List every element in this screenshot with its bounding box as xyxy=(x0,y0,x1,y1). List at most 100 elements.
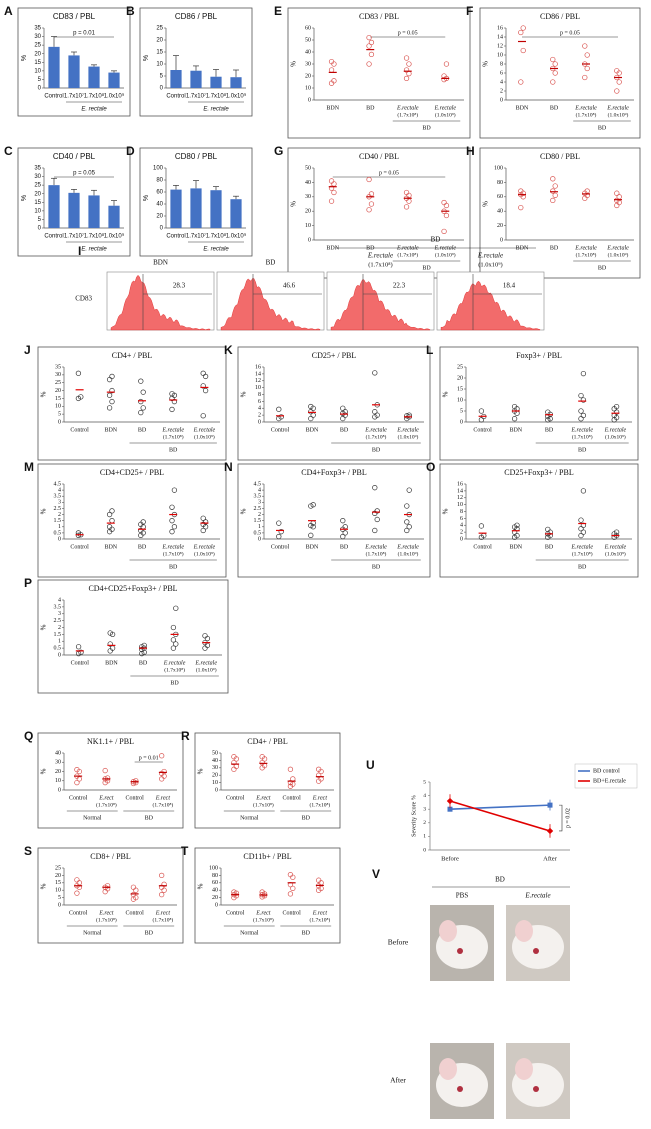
bar xyxy=(88,195,100,228)
data-point xyxy=(372,485,378,491)
panel-letter: Q xyxy=(24,729,33,743)
bar xyxy=(108,205,120,228)
x-tick-label: E.rect xyxy=(98,795,114,801)
data-point xyxy=(74,767,80,773)
data-point xyxy=(202,373,209,380)
data-point xyxy=(171,524,178,530)
panel-frame xyxy=(287,7,471,139)
data-point xyxy=(580,370,587,377)
y-axis-label: % xyxy=(240,508,248,514)
y-tick-label: 0 xyxy=(258,419,261,425)
x-tick-label: BD xyxy=(340,544,349,550)
panel-letter: L xyxy=(426,343,433,357)
y-axis-label: % xyxy=(21,195,28,201)
y-tick-label: 2 xyxy=(258,413,261,419)
y-tick-label: 1.5 xyxy=(54,518,62,524)
y-axis-label: % xyxy=(40,883,48,889)
y-tick-label: 0 xyxy=(460,536,463,542)
y-tick-label: 25 xyxy=(457,364,463,370)
y-tick-label: 50 xyxy=(212,750,218,756)
group-label: BD xyxy=(372,564,381,570)
y-tick-label: 20 xyxy=(457,375,463,381)
data-point xyxy=(578,526,584,532)
data-point xyxy=(109,398,115,405)
panel-frame xyxy=(439,463,639,578)
x-tick-label: Control xyxy=(69,795,88,801)
data-point xyxy=(133,778,139,784)
y-tick-label: 100 xyxy=(209,865,218,871)
dose-label: (1.7x10⁸) xyxy=(96,916,117,923)
data-point xyxy=(107,648,113,654)
y-tick-label: 4.5 xyxy=(54,481,62,487)
data-point xyxy=(403,55,410,61)
group-label: BD xyxy=(302,930,311,936)
bar xyxy=(170,189,182,228)
panel-title: CD4+ / PBL xyxy=(112,351,153,360)
data-point xyxy=(204,635,211,642)
y-tick-label: 80 xyxy=(156,178,163,184)
y-tick-label: 30 xyxy=(34,34,41,40)
data-point xyxy=(202,519,209,525)
group-label: BD xyxy=(578,564,587,570)
group-label: BD xyxy=(422,265,431,271)
data-point xyxy=(173,641,179,647)
row-label: After xyxy=(390,1076,406,1085)
data-point xyxy=(368,201,375,207)
y-axis-label: % xyxy=(442,508,450,514)
data-point xyxy=(443,202,450,209)
data-point xyxy=(520,25,526,31)
bar xyxy=(210,190,222,228)
x-tick-label: Control xyxy=(282,795,301,801)
data-point xyxy=(547,802,553,808)
group-label: Normal xyxy=(83,930,102,936)
y-tick-label: 100 xyxy=(494,165,503,171)
y-axis-label: % xyxy=(240,391,248,397)
dose-label: (1.7x10⁸) xyxy=(153,916,174,923)
x-tick-label: E.rect xyxy=(312,910,328,916)
panel-letter: P xyxy=(24,576,32,590)
sample-label: BD xyxy=(266,259,276,267)
panel-title: CD25+ / PBL xyxy=(312,351,357,360)
group-label: BD xyxy=(145,930,154,936)
dose-label: (1.0x10⁹) xyxy=(435,251,456,258)
y-tick-label: 14 xyxy=(457,488,463,494)
y-tick-label: 16 xyxy=(497,25,503,31)
y-tick-label: 1 xyxy=(258,524,261,530)
x-tick-label: BDN xyxy=(104,427,117,433)
data-point xyxy=(443,61,450,67)
panel-letter: C xyxy=(4,144,13,158)
series-line xyxy=(449,804,551,810)
y-tick-label: 10 xyxy=(305,223,311,229)
data-point xyxy=(308,409,314,415)
x-tick-label: E.rectale xyxy=(570,544,593,550)
y-tick-label: 40 xyxy=(212,888,218,894)
data-point xyxy=(374,508,380,514)
data-point xyxy=(75,644,82,650)
x-tick-label: 1.7x10⁷ xyxy=(186,233,206,240)
panel-letter: N xyxy=(224,460,233,474)
x-tick-label: E.rectale xyxy=(161,427,184,433)
dose-label: (1.7x10⁸) xyxy=(397,111,418,118)
panel-letter: I xyxy=(78,244,81,258)
y-tick-label: 2 xyxy=(460,530,463,536)
data-point xyxy=(403,204,410,210)
data-point xyxy=(366,34,372,41)
x-tick-label: E.rectale xyxy=(396,427,419,433)
dose-label: (1.0x10⁹) xyxy=(398,433,419,440)
dose-label: (1.0x10⁹) xyxy=(605,550,626,557)
y-tick-label: 20 xyxy=(497,223,503,229)
column-label: PBS xyxy=(456,892,469,900)
data-point xyxy=(578,517,584,523)
sample-label: E.rectale xyxy=(477,252,503,260)
data-point xyxy=(552,192,558,199)
data-point xyxy=(552,183,558,189)
y-axis-label: % xyxy=(40,768,48,774)
data-point xyxy=(104,775,111,781)
y-axis-label: % xyxy=(21,55,28,61)
y-tick-label: 40 xyxy=(497,209,503,215)
y-tick-label: 20 xyxy=(34,51,41,57)
data-point xyxy=(511,416,518,422)
panel-frame xyxy=(237,346,431,461)
x-tick-label: Control xyxy=(69,910,88,916)
panel-letter: F xyxy=(466,4,473,18)
